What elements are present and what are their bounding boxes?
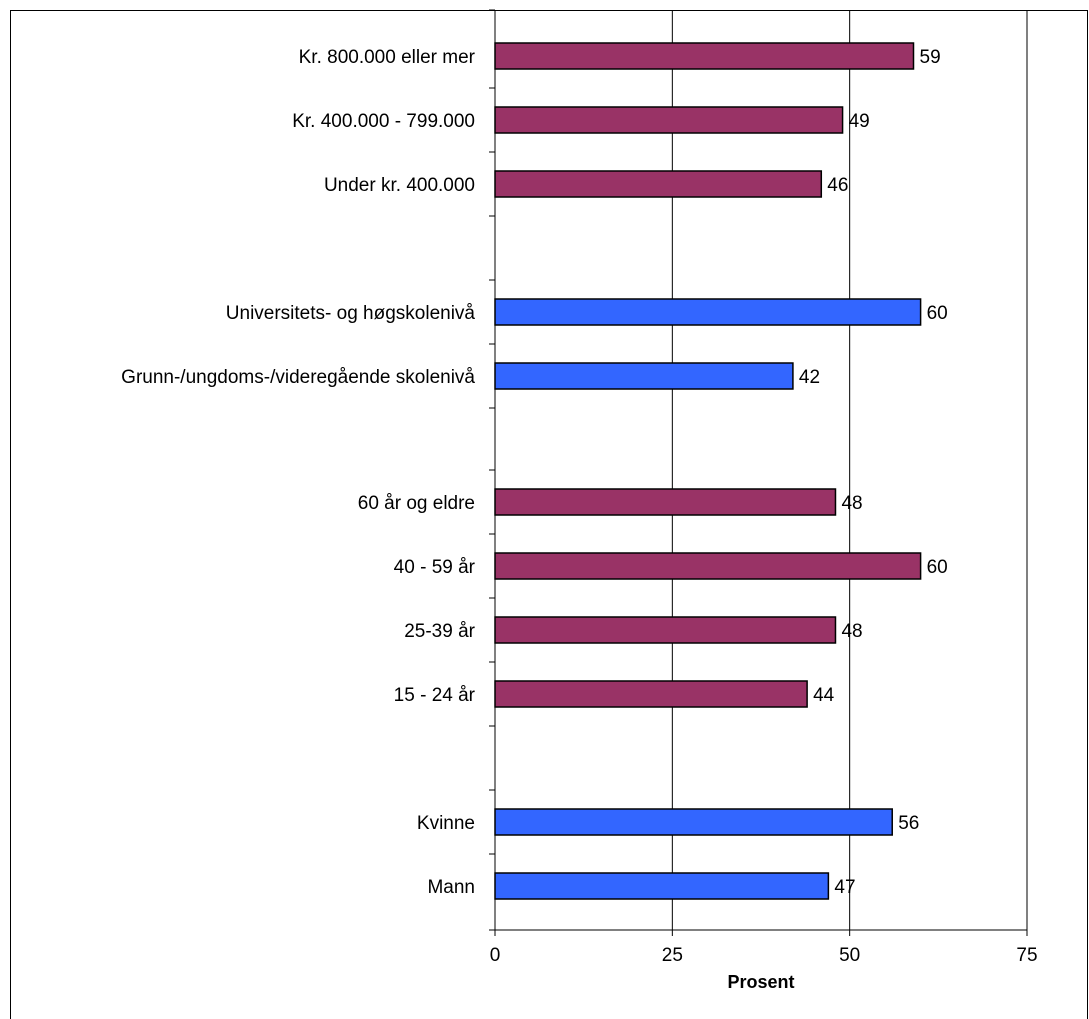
category-label: 60 år og eldre [358,493,475,514]
category-label: 40 - 59 år [394,557,476,578]
bar [494,362,794,390]
bar [494,488,837,516]
value-label: 49 [849,111,870,132]
bar [494,872,830,900]
category-label: Kvinne [417,813,475,834]
value-label: 60 [927,303,948,324]
bar [494,808,893,836]
bars [494,42,922,900]
axes [489,9,1028,936]
value-label: 46 [827,175,848,196]
category-label: Kr. 400.000 - 799.000 [292,111,475,132]
category-label: 25-39 år [404,621,475,642]
bar [494,170,823,198]
gridlines [671,10,1028,930]
value-label: 44 [813,685,835,706]
value-label: 47 [834,877,855,898]
value-label: 48 [841,493,862,514]
x-axis-title: Prosent [727,972,794,992]
labels: 0 25 50 75 Kr. 800.000 eller mer 59 Kr. 400.00… [121,47,1037,966]
x-tick-label: 50 [839,945,860,966]
x-tick-label: 25 [662,945,683,966]
x-tick-label: 75 [1016,945,1037,966]
x-tick-label: 0 [490,945,501,966]
bar [494,298,922,326]
bar [494,42,915,70]
value-label: 56 [898,813,919,834]
bar [494,680,808,708]
value-label: 59 [920,47,941,68]
category-label: Mann [427,877,475,898]
value-label: 60 [927,557,948,578]
bar [494,106,844,134]
category-label: 15 - 24 år [394,685,476,706]
bar [494,616,837,644]
value-label: 48 [841,621,862,642]
category-label: Universitets- og høgskolenivå [226,303,476,324]
value-label: 42 [799,367,820,388]
bar [494,552,922,580]
category-label: Kr. 800.000 eller mer [299,47,476,68]
category-label: Grunn-/ungdoms-/videregående skolenivå [121,367,475,388]
category-label: Under kr. 400.000 [324,175,475,196]
